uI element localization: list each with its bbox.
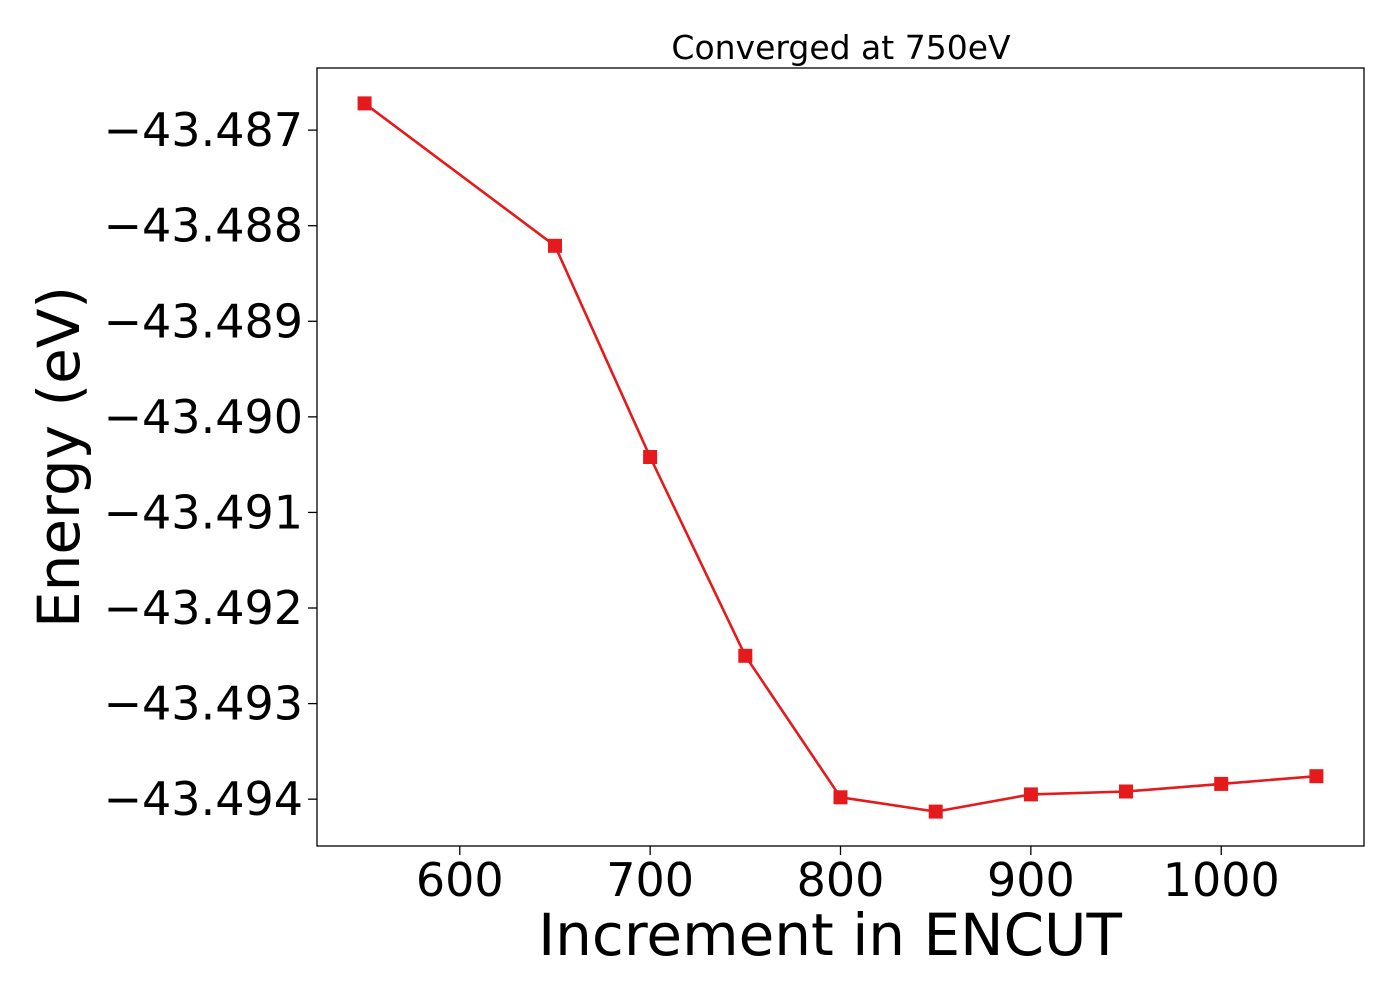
series-line <box>363 102 1317 813</box>
y-tick-label: −43.494 <box>104 772 304 826</box>
y-tick-label: −43.487 <box>104 103 304 157</box>
data-point-marker <box>643 450 658 464</box>
data-point-marker <box>1309 769 1324 784</box>
data-point-marker <box>548 238 562 253</box>
y-tick-label: −43.488 <box>104 199 304 253</box>
series-markers <box>357 96 1324 819</box>
y-tick-label: −43.490 <box>104 390 304 444</box>
data-point-marker <box>928 804 943 819</box>
y-tick-label: −43.492 <box>104 581 304 635</box>
y-tick-label: −43.493 <box>104 677 304 731</box>
data-point-marker <box>738 648 753 663</box>
x-axis: 600 700 800 900 1000 <box>416 846 1280 907</box>
x-tick-label: 700 <box>606 853 694 907</box>
data-point-marker <box>1023 787 1038 802</box>
x-tick-label: 900 <box>987 853 1075 907</box>
x-axis-label: Increment in ENCUT <box>538 901 1122 969</box>
y-axis: −43.487 −43.488 −43.489 −43.490 −43.491 −43.4… <box>104 103 317 826</box>
y-axis-label: Energy (eV) <box>25 286 93 628</box>
data-point-marker <box>833 790 848 805</box>
y-tick-label: −43.491 <box>104 485 304 539</box>
x-tick-label: 1000 <box>1163 853 1280 907</box>
x-tick-label: 600 <box>416 853 504 907</box>
data-point-marker <box>1119 784 1133 799</box>
x-tick-label: 800 <box>797 853 885 907</box>
data-point-marker <box>1214 776 1229 791</box>
chart-title: Converged at 750eV <box>671 28 1011 67</box>
y-tick-label: −43.489 <box>104 294 304 348</box>
data-point-marker <box>357 96 372 111</box>
